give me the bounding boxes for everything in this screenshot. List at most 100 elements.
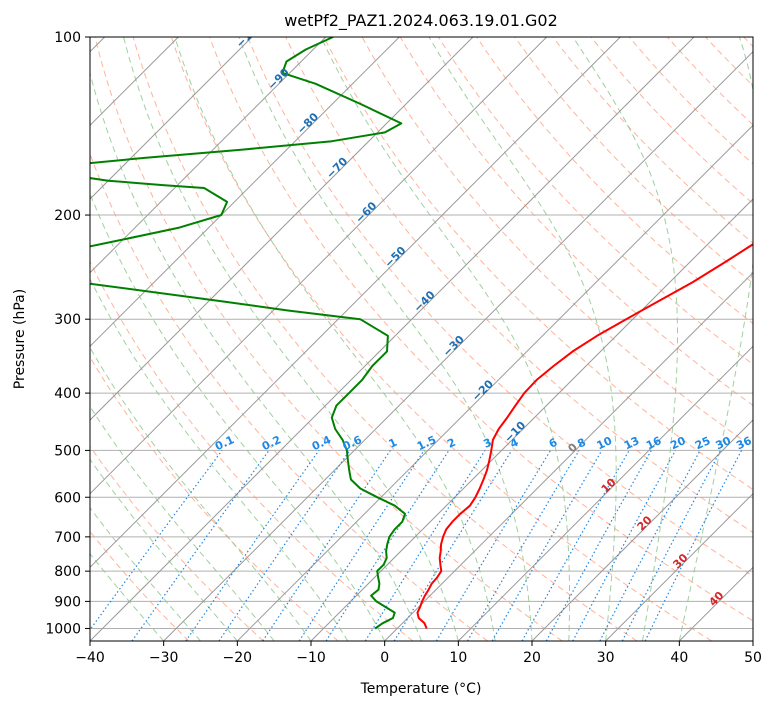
moist-adiabat xyxy=(238,37,533,641)
temperature-profile xyxy=(416,243,753,629)
plot-frame xyxy=(89,36,754,642)
isotherm-label: −20 xyxy=(469,377,496,404)
dry-adiabat xyxy=(323,37,753,491)
moist-adiabat xyxy=(90,346,312,641)
axes: −40 −30 −20 −10 0 10 20 30 40 5010020030040050060… xyxy=(45,30,762,666)
isotherm xyxy=(90,37,548,495)
dry-adiabat xyxy=(628,37,753,165)
plot-background-lines xyxy=(90,37,753,641)
y-tick-label: 800 xyxy=(54,564,81,580)
mixing-ratio-line xyxy=(364,450,486,641)
y-tick-label: 400 xyxy=(54,386,81,402)
moist-adiabat xyxy=(90,192,386,641)
mixing-ratio-label: 2 xyxy=(445,436,457,451)
dry-adiabat xyxy=(90,445,264,641)
mixing-ratio-label: 16 xyxy=(644,434,664,452)
y-tick-label: 900 xyxy=(54,594,81,610)
mixing-ratio-line xyxy=(325,450,450,641)
dry-adiabat xyxy=(90,356,339,641)
y-tick-label: 500 xyxy=(54,443,81,459)
mixing-ratio-line xyxy=(572,450,677,641)
x-axis-title: Temperature (°C) xyxy=(360,681,482,697)
moist-adiabat xyxy=(90,552,165,641)
line-labels: −100−90−80−70−60−50−40−30−20−10010203040… xyxy=(213,18,754,609)
isotherm-label: −50 xyxy=(382,244,409,271)
x-tick-label: −10 xyxy=(296,650,326,666)
moist-adiabat xyxy=(123,37,459,641)
mixing-ratio-label: 1 xyxy=(387,436,399,451)
mixing-ratio-label: 36 xyxy=(734,434,754,452)
mixing-ratio-line xyxy=(644,450,743,641)
mixing-ratio-line xyxy=(90,450,223,631)
dry-adiabat xyxy=(90,260,414,641)
mixing-ratio-line xyxy=(218,450,351,641)
mixing-ratio-line xyxy=(599,450,701,641)
mixing-ratio-label: 10 xyxy=(595,434,615,452)
dry-adiabat xyxy=(399,37,753,407)
isotherm xyxy=(90,37,327,274)
isotherm xyxy=(752,640,753,641)
x-tick-label: 0 xyxy=(380,650,389,666)
dry-adiabat xyxy=(132,37,638,641)
moist-adiabat xyxy=(90,458,238,641)
isotherm-label: −80 xyxy=(295,110,322,137)
x-tick-label: 40 xyxy=(670,650,688,666)
y-tick-label: 300 xyxy=(54,312,81,328)
mixing-ratio-line xyxy=(545,450,652,641)
isotherm xyxy=(384,271,753,641)
isotherm xyxy=(90,37,400,348)
mixing-ratio-line xyxy=(131,450,270,641)
mixing-ratio-label: 30 xyxy=(714,434,734,452)
dry-adiabat xyxy=(476,37,753,325)
mixing-ratio-line xyxy=(185,450,320,641)
y-tick-label: 600 xyxy=(54,490,81,506)
isotherm-label: −60 xyxy=(353,199,380,226)
isotherm-label: 40 xyxy=(706,589,726,609)
mixing-ratio-line xyxy=(521,450,630,641)
isotherm xyxy=(605,492,753,641)
y-axis-title: Pressure (hPa) xyxy=(12,289,28,389)
sounding-profiles xyxy=(90,37,753,630)
isotherm xyxy=(90,37,474,421)
isotherm-label: −90 xyxy=(265,66,292,93)
isotherm xyxy=(236,124,753,641)
mixing-ratio-line xyxy=(393,450,513,641)
moist-adiabat xyxy=(572,37,678,641)
isotherm xyxy=(163,50,753,641)
isotherm xyxy=(90,37,621,569)
isotherm xyxy=(90,37,695,641)
dry-adiabat xyxy=(705,37,753,87)
moist-adiabat xyxy=(428,37,617,641)
moist-adiabat xyxy=(320,37,570,641)
mixing-ratio-line xyxy=(298,450,425,641)
moist-adiabat xyxy=(174,37,496,641)
dry-adiabat xyxy=(552,37,753,244)
dewpoint-profile xyxy=(90,37,406,630)
dry-adiabat xyxy=(90,152,488,641)
dry-adiabat xyxy=(437,37,753,365)
isotherm-label: −100 xyxy=(234,18,266,50)
x-tick-label: −30 xyxy=(149,650,179,666)
y-tick-label: 100 xyxy=(54,30,81,46)
dry-adiabat xyxy=(743,37,753,48)
isotherm-label: −40 xyxy=(411,288,438,315)
isotherm xyxy=(678,566,753,641)
moist-adiabat xyxy=(90,506,201,641)
mixing-ratio-line xyxy=(621,450,722,641)
x-tick-label: 10 xyxy=(449,650,467,666)
y-tick-label: 200 xyxy=(54,208,81,224)
dry-adiabat xyxy=(170,37,712,641)
isotherm xyxy=(310,198,753,641)
isotherm-label: −30 xyxy=(440,333,467,360)
x-tick-label: 30 xyxy=(597,650,615,666)
dry-adiabat xyxy=(94,37,563,641)
mixing-ratio-label: 4 xyxy=(508,436,521,451)
x-tick-label: −40 xyxy=(75,650,105,666)
y-tick-label: 1000 xyxy=(45,621,81,637)
isotherm xyxy=(457,345,753,641)
mixing-ratio-label: 25 xyxy=(693,434,712,452)
isotherm xyxy=(531,419,753,641)
x-tick-label: 50 xyxy=(744,650,762,666)
dry-adiabat xyxy=(590,37,753,205)
